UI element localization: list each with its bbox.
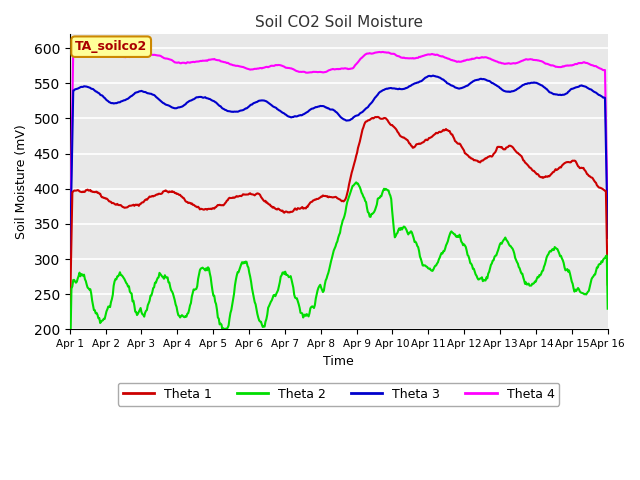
Y-axis label: Soil Moisture (mV): Soil Moisture (mV) — [15, 124, 28, 239]
Title: Soil CO2 Soil Moisture: Soil CO2 Soil Moisture — [255, 15, 422, 30]
Legend: Theta 1, Theta 2, Theta 3, Theta 4: Theta 1, Theta 2, Theta 3, Theta 4 — [118, 383, 559, 406]
Text: TA_soilco2: TA_soilco2 — [75, 40, 147, 53]
X-axis label: Time: Time — [323, 355, 354, 368]
